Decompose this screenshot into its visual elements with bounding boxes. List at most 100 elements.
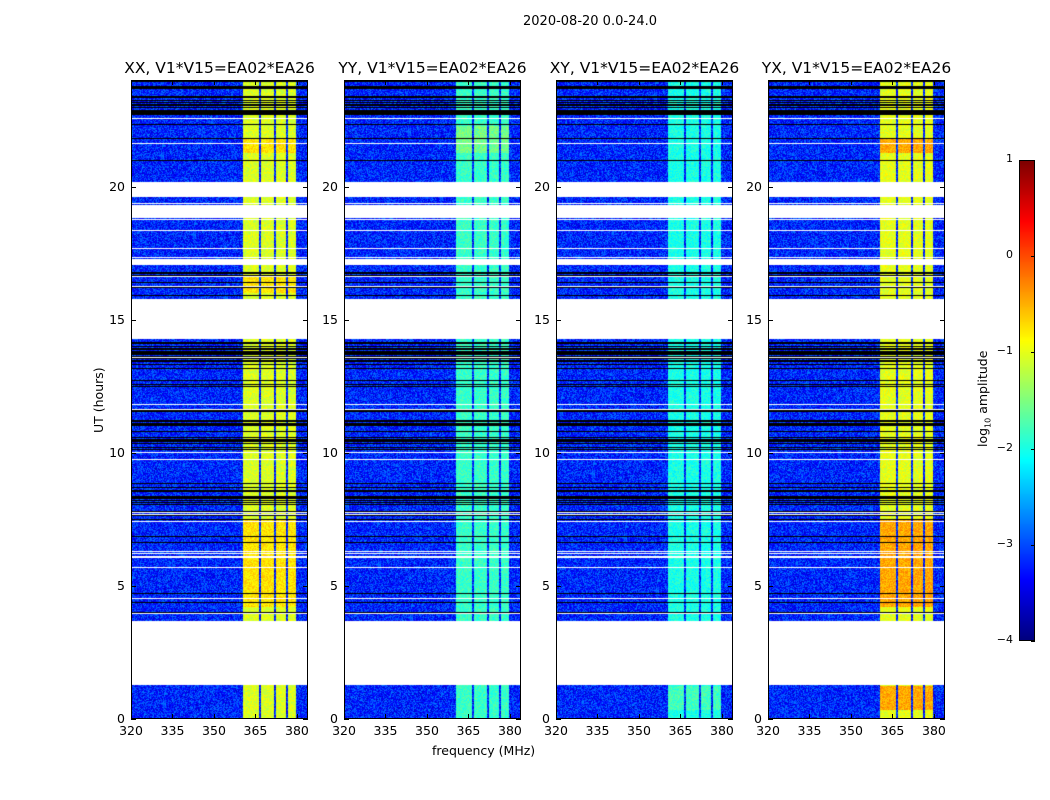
y-tick-right [516,719,521,720]
heatmap-panel-3 [768,80,945,719]
y-tick-right [728,319,733,321]
y-tick-right [303,319,308,321]
y-tick [131,719,136,720]
y-tick-right [516,452,521,454]
y-tick [768,186,773,188]
x-tick-label: 350 [415,723,439,738]
colorbar-tick [1031,641,1035,642]
x-tick-label: 335 [797,723,822,738]
y-tick-label: 5 [117,577,125,593]
x-tick-top [131,80,132,85]
colorbar-tick [1031,448,1035,450]
y-tick-label: 5 [754,577,762,593]
colorbar-tick [1031,256,1035,258]
x-tick-label: 320 [332,723,356,738]
x-tick-label: 350 [627,723,651,738]
x-tick-top [509,80,511,85]
heatmap-image [132,81,307,718]
x-tick [933,714,935,719]
y-tick [344,719,349,720]
colorbar-tick-label: −1 [996,344,1013,358]
x-tick-top [680,80,682,85]
y-tick-label: 0 [330,711,338,726]
y-tick [556,585,561,587]
heatmap-panel-2 [556,80,733,719]
x-tick [556,714,557,719]
x-tick-top [809,80,811,85]
x-tick-label: 350 [839,723,863,738]
colorbar-label-amplitude: amplitude [975,350,990,418]
y-tick-label: 20 [109,178,125,194]
y-tick-label: 10 [534,444,550,460]
y-tick [344,319,349,321]
y-tick [131,319,136,321]
x-tick-label: 320 [119,723,143,738]
x-tick-label: 320 [544,723,568,738]
x-tick [892,714,894,719]
y-tick-label: 15 [322,311,338,327]
x-tick-top [556,80,557,85]
x-tick-top [933,80,935,85]
panel-title: XX, V1*V15=EA02*EA26 [124,59,315,77]
y-tick-right [728,452,733,454]
colorbar-gradient [1020,161,1034,640]
colorbar-tick-label: −3 [996,536,1013,550]
y-tick [556,186,561,188]
x-tick-top [850,80,852,85]
y-tick-right [303,186,308,188]
heatmap-image [345,81,520,718]
x-tick-label: 380 [285,723,309,738]
y-tick [131,186,136,188]
x-tick-top [385,80,387,85]
x-tick [255,714,257,719]
x-tick [296,714,298,719]
x-tick-label: 365 [668,723,693,738]
x-tick-top [768,80,769,85]
y-tick-label: 5 [330,577,338,593]
heatmap-panel-1 [344,80,521,719]
colorbar-tick [1031,544,1035,546]
y-tick-label: 0 [754,711,762,726]
y-tick [344,186,349,188]
y-tick-right [303,719,308,720]
colorbar-label-sub: 10 [983,417,993,428]
x-tick [638,714,640,719]
y-tick [344,585,349,587]
y-tick-label: 20 [322,178,338,194]
y-tick [768,585,773,587]
y-tick-label: 20 [746,178,762,194]
y-tick-right [516,319,521,321]
y-tick-right [303,452,308,454]
y-tick [768,452,773,454]
x-tick-top [255,80,257,85]
x-tick [385,714,387,719]
y-tick-label: 15 [109,311,125,327]
y-tick-right [516,585,521,587]
y-tick-right [940,719,945,720]
y-tick [344,452,349,454]
y-tick-right [940,319,945,321]
y-tick-label: 10 [322,444,338,460]
y-tick-right [940,452,945,454]
x-tick [172,714,174,719]
x-tick-top [597,80,599,85]
panel-title: YX, V1*V15=EA02*EA26 [761,59,952,77]
y-tick [131,585,136,587]
colorbar-tick [1031,352,1035,354]
y-tick-right [940,186,945,188]
x-tick [131,714,132,719]
y-axis-label: UT (hours) [91,367,106,433]
x-tick-top [172,80,174,85]
x-tick-top [468,80,470,85]
x-tick-top [638,80,640,85]
x-tick [721,714,723,719]
heatmap-panel-0 [131,80,308,719]
y-tick-right [940,585,945,587]
x-tick [426,714,428,719]
x-tick-top [296,80,298,85]
x-tick-label: 320 [756,723,780,738]
colorbar-tick-label: 1 [1006,152,1013,165]
y-tick [556,452,561,454]
x-tick-top [426,80,428,85]
x-axis-label: frequency (MHz) [432,743,536,758]
